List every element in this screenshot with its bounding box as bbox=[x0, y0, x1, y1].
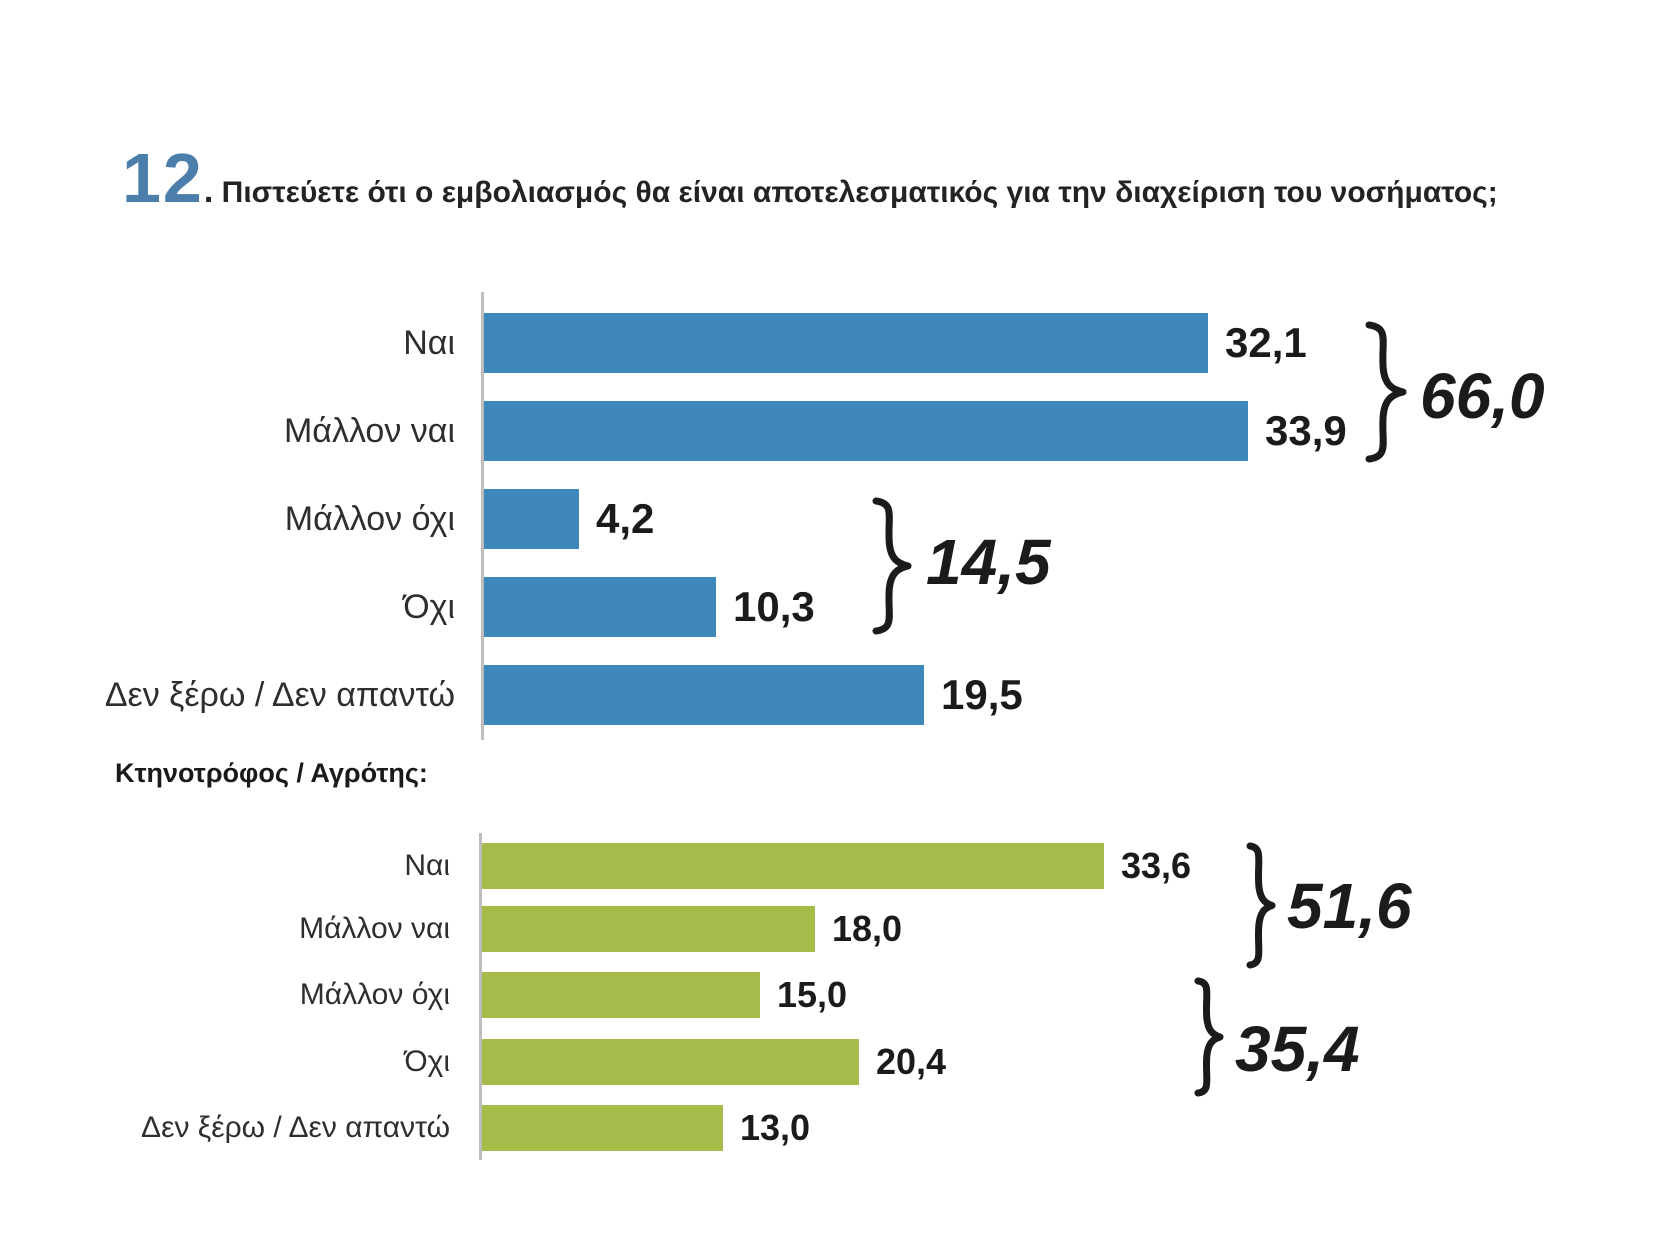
value-label: 19,5 bbox=[941, 671, 1023, 718]
category-label: Μάλλον όχι bbox=[299, 978, 450, 1011]
category-label: Ναι bbox=[403, 324, 455, 362]
group-total-label: 51,6 bbox=[1287, 870, 1412, 942]
group-total-label: 35,4 bbox=[1235, 1013, 1360, 1085]
category-label: Μάλλον όχι bbox=[284, 500, 455, 538]
value-label: 18,0 bbox=[832, 908, 903, 949]
curly-brace bbox=[1365, 321, 1407, 463]
category-label: Όχι bbox=[404, 1045, 450, 1078]
bar bbox=[484, 313, 1208, 373]
bar bbox=[484, 489, 579, 549]
section-label: Κτηνοτρόφος / Αγρότης: bbox=[115, 758, 428, 788]
bar bbox=[482, 1105, 723, 1151]
category-label: Μάλλον ναι bbox=[283, 412, 455, 450]
value-label: 4,2 bbox=[596, 495, 655, 542]
bar bbox=[482, 843, 1104, 889]
group-total-label: 66,0 bbox=[1420, 360, 1545, 432]
bar bbox=[482, 972, 760, 1018]
bar bbox=[482, 1039, 859, 1085]
value-label: 15,0 bbox=[777, 974, 848, 1015]
category-label: Δεν ξέρω / Δεν απαντώ bbox=[104, 676, 455, 714]
curly-brace bbox=[1194, 977, 1224, 1097]
category-axis-line bbox=[479, 833, 482, 1160]
value-label: 32,1 bbox=[1225, 319, 1307, 366]
category-label: Όχι bbox=[403, 588, 455, 626]
value-label: 10,3 bbox=[733, 583, 815, 630]
curly-brace bbox=[1246, 842, 1276, 969]
bar bbox=[484, 577, 716, 637]
value-label: 33,9 bbox=[1265, 407, 1347, 454]
category-label: Δεν ξέρω / Δεν απαντώ bbox=[141, 1111, 450, 1144]
group-total-label: 14,5 bbox=[926, 526, 1051, 598]
question-title: 12. Πιστεύετε ότι ο εμβολιασμός θα είναι… bbox=[122, 143, 1552, 219]
value-label: 13,0 bbox=[740, 1107, 811, 1148]
bar bbox=[484, 665, 924, 725]
category-label: Ναι bbox=[404, 849, 450, 882]
question-number-dot: . bbox=[203, 172, 214, 210]
curly-brace bbox=[872, 497, 912, 635]
question-text: Πιστεύετε ότι ο εμβολιασμός θα είναι απο… bbox=[221, 176, 1498, 209]
category-axis-line bbox=[481, 292, 484, 740]
category-label: Μάλλον ναι bbox=[299, 912, 450, 945]
bar bbox=[482, 906, 815, 952]
value-label: 20,4 bbox=[876, 1041, 947, 1082]
value-label: 33,6 bbox=[1121, 845, 1192, 886]
question-number: 12 bbox=[122, 139, 204, 217]
bar bbox=[484, 401, 1248, 461]
